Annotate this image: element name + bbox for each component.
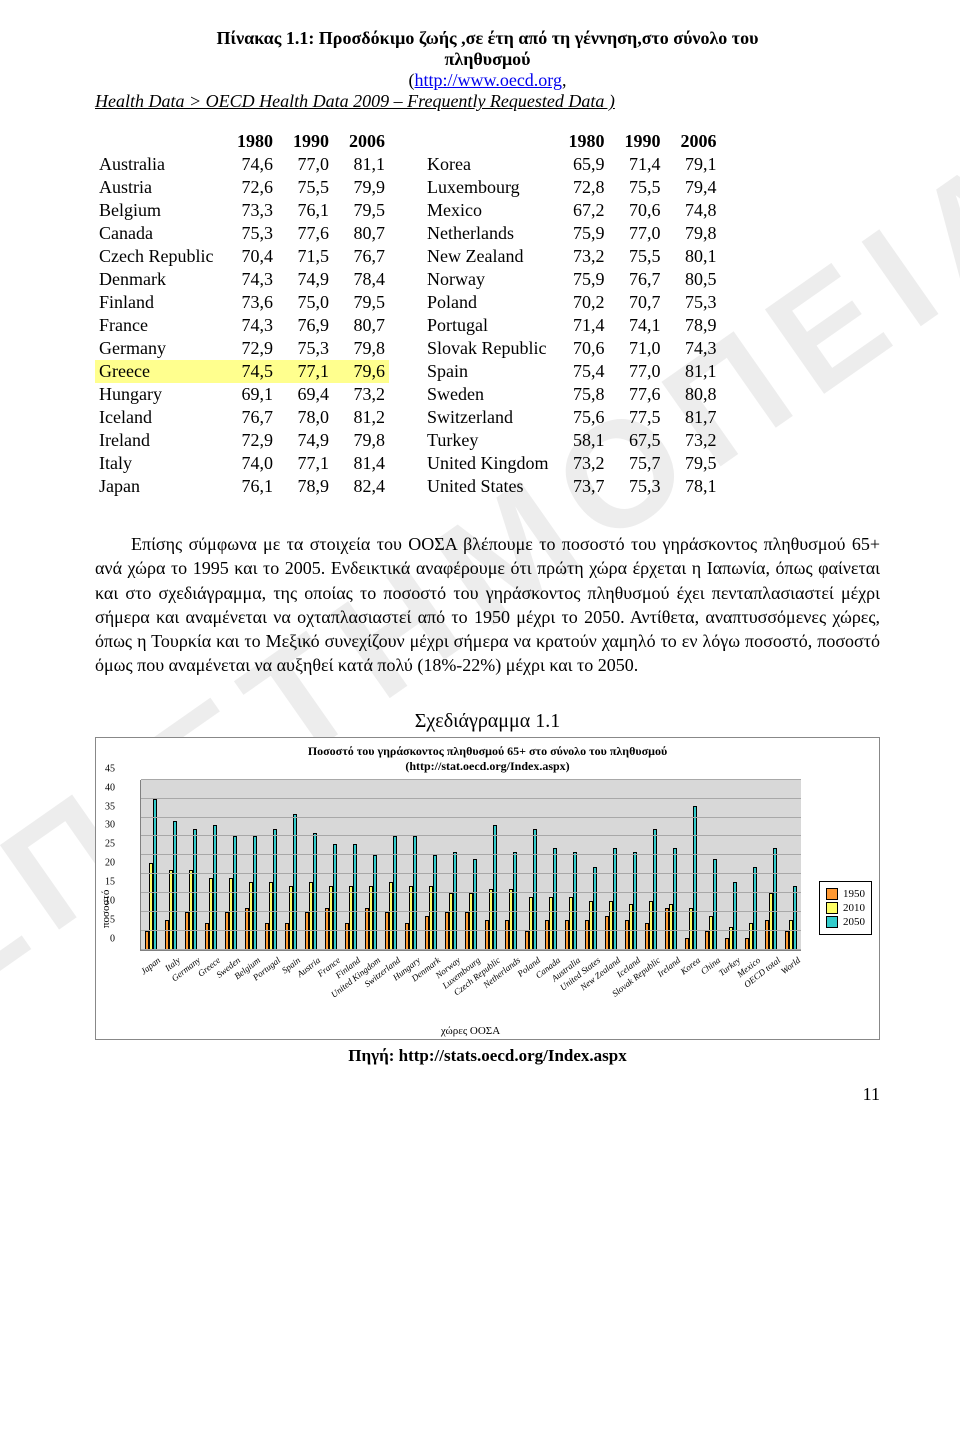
year-header: 2006: [665, 130, 721, 153]
table-title-l2: πληθυσμού: [95, 49, 880, 70]
bar-2050: [593, 867, 597, 950]
bar-2050: [693, 806, 697, 950]
bar-2050: [793, 886, 797, 950]
data-tables: 198019902006Australia74,677,081,1Austria…: [95, 130, 880, 498]
y-tick: 25: [105, 839, 118, 850]
y-tick: 5: [110, 914, 118, 925]
legend-item: 2010: [826, 902, 865, 914]
table-row: Slovak Republic70,671,074,3: [423, 337, 721, 360]
year-header: 1980: [553, 130, 609, 153]
table-row: Belgium73,376,179,5: [95, 199, 389, 222]
bar-2050: [573, 852, 577, 950]
table-row: Ireland72,974,979,8: [95, 429, 389, 452]
legend-item: 1950: [826, 888, 865, 900]
chart-caption: Σχεδιάγραμμα 1.1: [95, 710, 880, 733]
chart-title-l1: Ποσοστό του γηράσκοντος πληθυσμού 65+ στ…: [100, 744, 875, 759]
year-header: 1980: [221, 130, 277, 153]
page-number: 11: [95, 1084, 880, 1105]
bar-2050: [533, 829, 537, 950]
table-row: Poland70,270,775,3: [423, 291, 721, 314]
table-row: Greece74,577,179,6: [95, 360, 389, 383]
y-tick: 15: [105, 877, 118, 888]
bar-2050: [433, 855, 437, 949]
table-row: France74,376,980,7: [95, 314, 389, 337]
table-row: Germany72,975,379,8: [95, 337, 389, 360]
table-row: Canada75,377,680,7: [95, 222, 389, 245]
chart-source: Πηγή: http://stats.oecd.org/Index.aspx: [95, 1046, 880, 1066]
y-tick: 10: [105, 896, 118, 907]
bar-2050: [353, 844, 357, 950]
bar-2050: [333, 844, 337, 950]
bar-2050: [553, 848, 557, 950]
table-row: Norway75,976,780,5: [423, 268, 721, 291]
table-row: Mexico67,270,674,8: [423, 199, 721, 222]
table-row: Portugal71,474,178,9: [423, 314, 721, 337]
bar-2050: [193, 829, 197, 950]
chart-legend: 1950 2010 2050: [819, 881, 872, 935]
table-row: Japan76,178,982,4: [95, 475, 389, 498]
bar-chart: Ποσοστό του γηράσκοντος πληθυσμού 65+ στ…: [95, 737, 880, 1040]
x-axis-label: χώρες ΟΟΣΑ: [140, 1025, 801, 1037]
table-row: Luxembourg72,875,579,4: [423, 176, 721, 199]
legend-item: 2050: [826, 916, 865, 928]
table-subtitle: Health Data > OECD Health Data 2009 – Fr…: [95, 91, 880, 112]
chart-title-l2: (http://stat.oecd.org/Index.aspx): [100, 759, 875, 774]
body-paragraph: Επίσης σύμφωνα με τα στοιχεία του ΟΟΣΑ β…: [95, 532, 880, 678]
bar-2050: [213, 825, 217, 950]
bar-2050: [673, 848, 677, 950]
url-suffix: ,: [562, 70, 567, 90]
bar-2050: [273, 829, 277, 950]
bar-2050: [513, 852, 517, 950]
bar-2050: [753, 867, 757, 950]
table-row: Italy74,077,181,4: [95, 452, 389, 475]
table-row: Switzerland75,677,581,7: [423, 406, 721, 429]
bar-2050: [613, 848, 617, 950]
y-tick: 0: [110, 933, 118, 944]
y-tick: 20: [105, 858, 118, 869]
table-row: Hungary69,169,473,2: [95, 383, 389, 406]
table-title-l1: Πίνακας 1.1: Προσδόκιμο ζωής ,σε έτη από…: [95, 28, 880, 49]
table-row: Czech Republic70,471,576,7: [95, 245, 389, 268]
table-row: Iceland76,778,081,2: [95, 406, 389, 429]
table-row: Denmark74,374,978,4: [95, 268, 389, 291]
table-row: Sweden75,877,680,8: [423, 383, 721, 406]
table-row: United Kingdom73,275,779,5: [423, 452, 721, 475]
y-tick: 40: [105, 782, 118, 793]
table-row: Spain75,477,081,1: [423, 360, 721, 383]
year-header: 2006: [333, 130, 389, 153]
bar-2050: [773, 848, 777, 950]
oecd-link[interactable]: http://www.oecd.org: [415, 70, 562, 90]
bar-2050: [453, 852, 457, 950]
year-header: 1990: [277, 130, 333, 153]
year-header: 1990: [609, 130, 665, 153]
table-row: Netherlands75,977,079,8: [423, 222, 721, 245]
bar-2050: [653, 829, 657, 950]
table-row: United States73,775,378,1: [423, 475, 721, 498]
bar-2050: [373, 855, 377, 949]
table-row: Austria72,675,579,9: [95, 176, 389, 199]
table-row: Turkey58,167,573,2: [423, 429, 721, 452]
table-row: Finland73,675,079,5: [95, 291, 389, 314]
table-row: Korea65,971,479,1: [423, 153, 721, 176]
y-tick: 45: [105, 763, 118, 774]
bar-2050: [633, 852, 637, 950]
table-row: Australia74,677,081,1: [95, 153, 389, 176]
bar-2050: [493, 825, 497, 950]
y-tick: 35: [105, 801, 118, 812]
table-row: New Zealand73,275,580,1: [423, 245, 721, 268]
y-tick: 30: [105, 820, 118, 831]
